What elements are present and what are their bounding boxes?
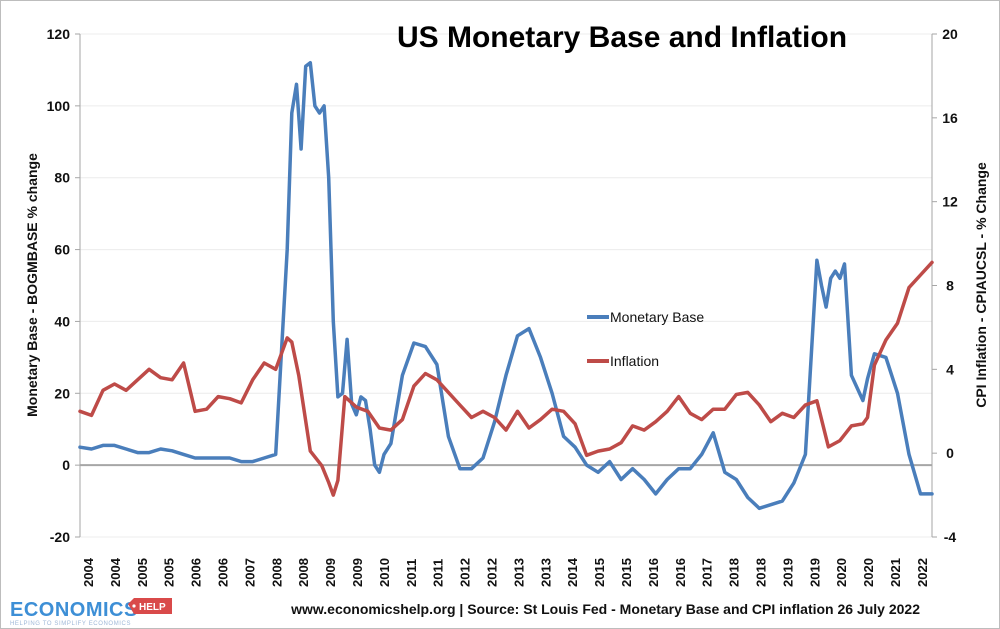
x-tick-label: 2014: [565, 557, 580, 587]
x-tick-label: 2015: [592, 558, 607, 587]
x-tick-label: 2016: [673, 558, 688, 587]
x-tick-label: 2006: [189, 558, 204, 587]
x-tick-label: 2008: [296, 558, 311, 587]
legend-label-monetary-base: Monetary Base: [610, 309, 704, 325]
x-tick-label: 2017: [700, 558, 715, 587]
x-tick-label: 2011: [404, 559, 419, 587]
y-axis-right-title: CPI Inflation - CPIAUCSL - % Change: [973, 162, 989, 408]
y-left-tick-label: 60: [54, 242, 70, 258]
source-footer: www.economicshelp.org | Source: St Louis…: [290, 601, 920, 617]
logo-help-tag-icon: [128, 598, 172, 614]
y-right-tick-label: 4: [946, 361, 954, 377]
legend-label-inflation: Inflation: [610, 353, 659, 369]
x-tick-label: 2022: [915, 558, 930, 587]
x-tick-label: 2019: [807, 558, 822, 587]
logo-economics-text: ECONOMICS: [10, 599, 138, 621]
y-right-tick-label: 0: [946, 445, 954, 461]
x-tick-label: 2018: [754, 558, 769, 587]
x-tick-label: 2020: [861, 558, 876, 587]
y-right-tick-label: -4: [944, 529, 957, 545]
x-tick-label: 2012: [485, 558, 500, 587]
x-tick-label: 2009: [323, 558, 338, 587]
x-tick-label: 2010: [377, 558, 392, 587]
logo-subtitle: HELPING TO SIMPLIFY ECONOMICS: [10, 621, 131, 627]
x-tick-label: 2005: [135, 558, 150, 587]
x-tick-label: 2011: [431, 559, 446, 587]
series-line-monetary-base: [78, 60, 934, 511]
y-left-tick-label: 40: [54, 313, 70, 329]
x-tick-label: 2015: [619, 558, 634, 587]
x-tick-label: 2019: [780, 558, 795, 587]
legend: Monetary Base Inflation: [587, 309, 704, 369]
x-tick-label: 2009: [350, 558, 365, 587]
x-tick-label: 2004: [81, 557, 96, 587]
x-tick-label: 2016: [646, 558, 661, 587]
x-tick-label: 2005: [162, 558, 177, 587]
y-left-tick-label: -20: [50, 529, 70, 545]
y-left-tick-label: 80: [54, 170, 70, 186]
economics-help-logo[interactable]: ECONOMICS HELP HELPING TO SIMPLIFY ECONO…: [10, 598, 172, 627]
y-axis-left-title: Monetary Base - BOGMBASE % change: [24, 153, 40, 417]
y-axis-left: 120 100 80 60 40 20 0 -20: [47, 26, 81, 545]
x-tick-label: 2004: [108, 557, 123, 587]
x-tick-label: 2018: [727, 558, 742, 587]
y-left-tick-label: 100: [47, 98, 71, 114]
y-left-tick-label: 20: [54, 385, 70, 401]
y-left-tick-label: 120: [47, 26, 71, 42]
y-right-tick-label: 16: [942, 110, 958, 126]
x-tick-label: 2013: [511, 558, 526, 587]
y-left-tick-label: 0: [62, 457, 70, 473]
x-tick-label: 2021: [888, 558, 903, 587]
y-right-tick-label: 8: [946, 278, 954, 294]
series-line-inflation: [78, 260, 934, 497]
x-tick-label: 2020: [834, 558, 849, 587]
y-right-tick-label: 20: [942, 26, 958, 42]
y-right-tick-label: 12: [942, 194, 958, 210]
x-tick-label: 2006: [216, 558, 231, 587]
x-tick-label: 2013: [538, 558, 553, 587]
logo-tag-hole-icon: [132, 604, 136, 608]
x-axis: 2004 2004 2005 2005 2006 2006 2007 2008 2008 2009…: [81, 557, 930, 587]
x-tick-label: 2008: [269, 558, 284, 587]
x-tick-label: 2012: [458, 558, 473, 587]
gridlines: [80, 33, 932, 538]
series-lines: [78, 60, 934, 511]
x-tick-label: 2007: [242, 558, 257, 587]
logo-help-text: HELP: [139, 602, 166, 613]
y-axis-right: 20 16 12 8 4 0 -4: [931, 26, 958, 545]
chart-title: US Monetary Base and Inflation: [397, 21, 847, 54]
